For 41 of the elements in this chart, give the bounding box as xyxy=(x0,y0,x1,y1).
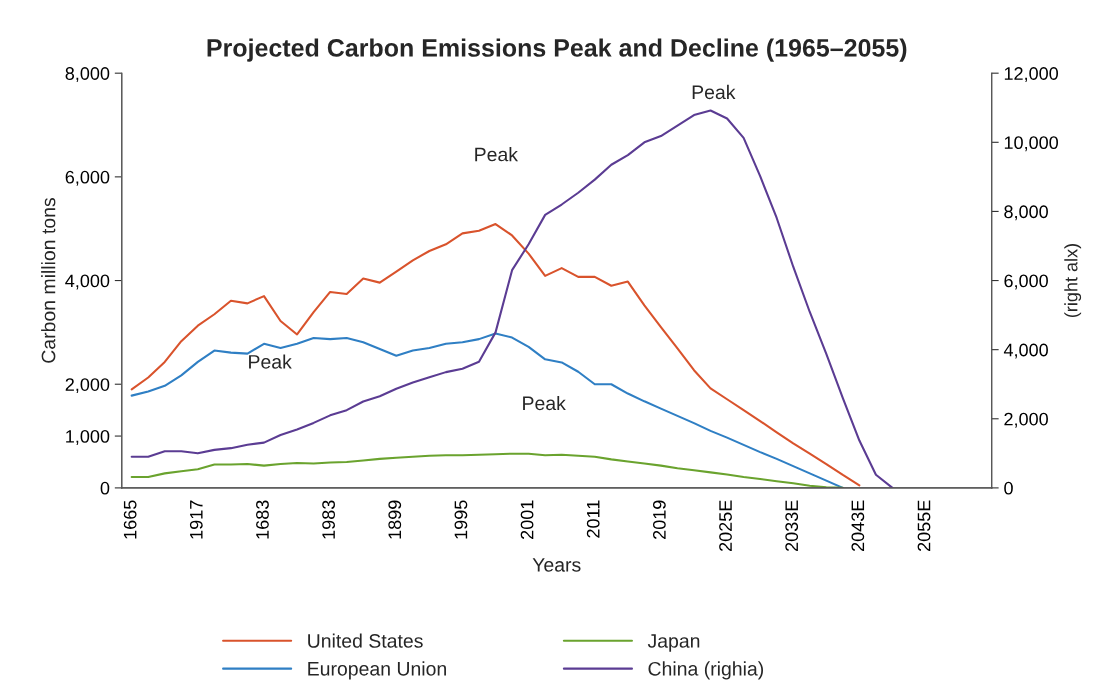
chart-title: Projected Carbon Emissions Peak and Decline (1965–2055) xyxy=(207,38,907,62)
x-axis-title: Years xyxy=(532,558,581,572)
x-tick-label: 2011 xyxy=(586,500,600,538)
y-tick-label: 0 xyxy=(100,481,110,495)
x-tick-label: 2043E xyxy=(851,500,865,551)
y-tick-label: 2,000 xyxy=(65,378,110,394)
y2-tick-label: 2,000 xyxy=(1004,412,1048,428)
x-tick-label: 2025E xyxy=(719,500,732,551)
line-series xyxy=(130,109,894,488)
x-tick-label: 1995 xyxy=(454,500,468,539)
y2-axis-title: (right alx) xyxy=(1064,244,1082,318)
line-series xyxy=(130,223,861,487)
annotation: Peak xyxy=(475,147,519,162)
y2-tick-label: 6,000 xyxy=(1004,274,1048,290)
x-tick-label: 1683 xyxy=(256,500,269,539)
y-tick-label: 6,000 xyxy=(65,170,110,186)
x-tick-label: 2033E xyxy=(785,500,799,551)
legend-label: Japan xyxy=(647,634,700,652)
x-tick-label: 1917 xyxy=(189,500,203,539)
line-series xyxy=(130,332,844,488)
y-tick-label: 4,000 xyxy=(65,274,110,290)
legend-label: European Union xyxy=(308,661,446,680)
y2-tick-label: 0 xyxy=(1004,481,1013,495)
y2-tick-label: 12,000 xyxy=(1004,67,1059,83)
y2-tick-label: 4,000 xyxy=(1003,343,1048,359)
x-tick-label: 2055E xyxy=(917,500,931,551)
x-tick-label: 1983 xyxy=(322,500,335,539)
y2-tick-label: 10,000 xyxy=(1004,136,1059,152)
y-tick-label: 1,000 xyxy=(66,430,110,445)
legend-label: United States xyxy=(308,633,423,648)
x-tick-label: 2019 xyxy=(652,500,666,539)
x-tick-label: 1899 xyxy=(388,500,402,539)
y-axis-title: Carbon million tons xyxy=(41,198,56,363)
legend-label: China (righia) xyxy=(648,661,764,680)
y-tick-label: 8,000 xyxy=(65,67,110,83)
x-tick-label: 1665 xyxy=(123,500,137,539)
x-tick-label: 2001 xyxy=(520,500,534,539)
annotation: Peak xyxy=(249,354,292,369)
annotation: Peak xyxy=(523,395,566,411)
annotation: Peak xyxy=(692,84,736,100)
y2-tick-label: 8,000 xyxy=(1004,205,1048,221)
